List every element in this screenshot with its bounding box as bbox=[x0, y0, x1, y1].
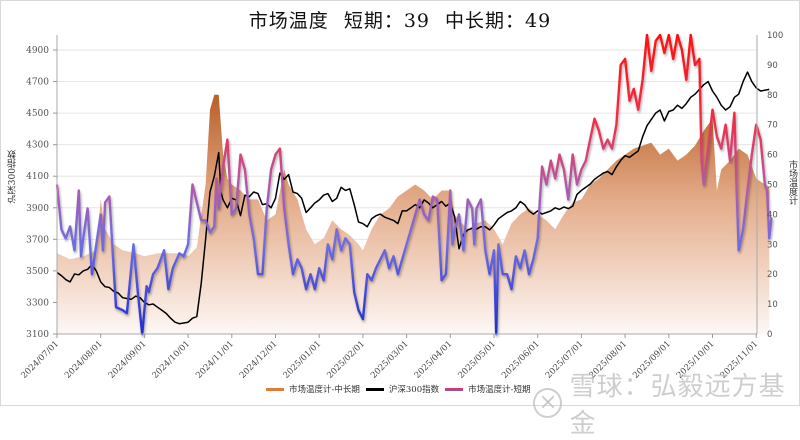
left-tick-label: 4100 bbox=[26, 172, 49, 182]
x-tick-label: 2024/08/01 bbox=[63, 339, 105, 381]
x-tick-label: 2024/09/01 bbox=[107, 339, 149, 381]
chart-title: 市场温度 短期：39 中长期：49 bbox=[0, 6, 800, 33]
legend-swatch-csi300 bbox=[365, 387, 384, 391]
right-tick-label: 20 bbox=[767, 270, 778, 280]
right-axis-ticks: 0 10 20 30 40 50 60 70 80 90 100 bbox=[767, 31, 783, 340]
x-tick-label: 2024/10/01 bbox=[151, 339, 193, 381]
left-tick-label: 4300 bbox=[26, 141, 49, 151]
x-tick-label: 2025/02/01 bbox=[325, 339, 367, 381]
x-tick-label: 2025/01/01 bbox=[282, 339, 324, 381]
left-tick-label: 3500 bbox=[26, 267, 49, 277]
x-tick-label: 2024/11/01 bbox=[194, 339, 236, 381]
x-tick-label: 2025/04/01 bbox=[413, 339, 455, 381]
left-tick-label: 4500 bbox=[26, 109, 49, 119]
x-tick-label: 2025/03/01 bbox=[369, 339, 411, 381]
x-tick-label: 2025/05/01 bbox=[456, 339, 498, 381]
title-long-term: 中长期：49 bbox=[445, 10, 552, 32]
left-axis-ticks: 3100 3300 3500 3700 3900 4100 4300 4500 4700 4900 bbox=[26, 46, 57, 340]
legend-swatch-long-term bbox=[266, 387, 284, 391]
legend-item-short-term[interactable]: 市场温度计-短期 bbox=[445, 383, 530, 395]
right-tick-label: 40 bbox=[767, 210, 778, 220]
left-axis-label: 沪深300指数 bbox=[8, 150, 18, 204]
right-tick-label: 90 bbox=[767, 61, 778, 71]
left-tick-label: 3900 bbox=[26, 204, 49, 214]
chart-svg: 3100 3300 3500 3700 3900 4100 4300 4500 4700 4900… bbox=[19, 31, 783, 381]
csi300-line-series bbox=[56, 71, 770, 325]
left-tick-label: 4700 bbox=[26, 78, 49, 88]
right-tick-label: 30 bbox=[767, 240, 778, 250]
legend-label: 市场温度计-中长期 bbox=[289, 385, 360, 395]
xueqiu-logo-icon bbox=[533, 388, 562, 418]
x-tick-label: 2024/12/01 bbox=[238, 339, 280, 381]
legend-item-csi300[interactable]: 沪深300指数 bbox=[365, 383, 440, 395]
right-tick-label: 80 bbox=[767, 91, 778, 101]
legend-swatch-short-term bbox=[445, 387, 464, 391]
right-tick-label: 60 bbox=[767, 151, 778, 161]
legend: 市场温度计-中长期 沪深300指数 市场温度计-短期 bbox=[266, 383, 536, 395]
right-tick-label: 100 bbox=[767, 31, 783, 41]
left-tick-label: 4900 bbox=[26, 46, 49, 56]
long-term-area-series bbox=[57, 94, 770, 334]
left-tick-label: 3700 bbox=[26, 235, 49, 245]
title-main: 市场温度 bbox=[248, 10, 329, 32]
legend-item-long-term[interactable]: 市场温度计-中长期 bbox=[266, 383, 360, 395]
right-axis-label: 市场温度计 bbox=[787, 160, 797, 205]
right-tick-label: 10 bbox=[767, 300, 778, 310]
title-short-term: 短期：39 bbox=[343, 10, 430, 32]
x-tick-label: 2024/07/01 bbox=[19, 339, 61, 381]
left-tick-label: 3100 bbox=[26, 330, 49, 340]
left-tick-label: 3300 bbox=[26, 298, 49, 308]
right-tick-label: 50 bbox=[767, 181, 778, 191]
legend-label: 沪深300指数 bbox=[388, 385, 440, 395]
legend-label: 市场温度计-短期 bbox=[468, 385, 531, 395]
watermark-text: 雪球：弘毅远方基金 bbox=[569, 372, 786, 439]
short-term-line-series bbox=[55, 33, 773, 336]
right-tick-label: 70 bbox=[767, 121, 778, 131]
right-tick-label: 0 bbox=[767, 330, 772, 340]
watermark: 雪球：弘毅远方基金 bbox=[533, 366, 800, 440]
